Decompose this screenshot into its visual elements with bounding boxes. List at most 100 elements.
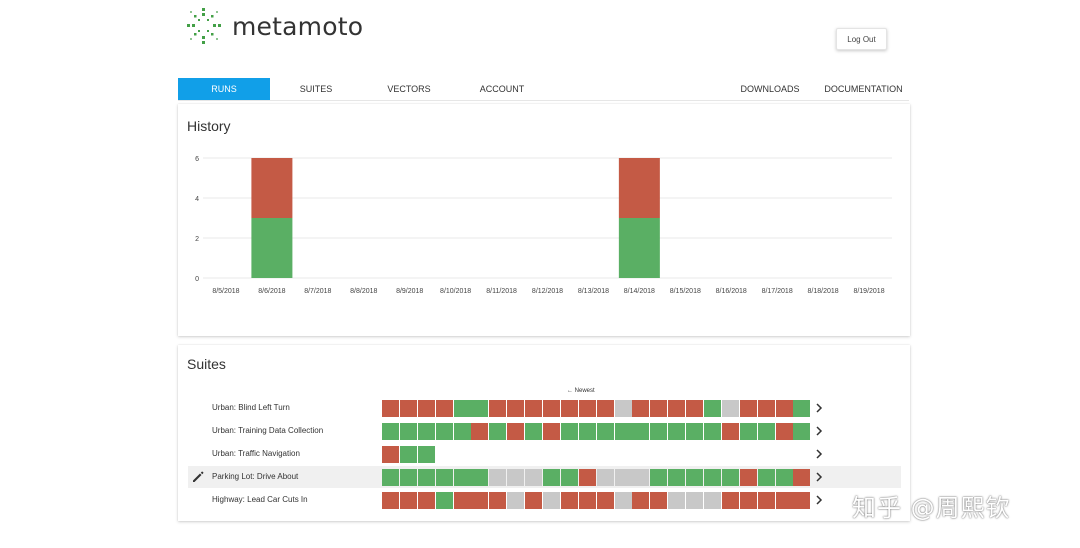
run-cell-pass[interactable] xyxy=(560,469,578,486)
suite-row[interactable]: Urban: Traffic Navigation xyxy=(188,443,901,465)
run-cell-none[interactable] xyxy=(543,492,561,509)
run-cell-none[interactable] xyxy=(614,492,632,509)
run-cell-fail[interactable] xyxy=(453,492,471,509)
tab-vectors[interactable]: VECTORS xyxy=(387,84,431,94)
run-cell-pass[interactable] xyxy=(471,469,489,486)
run-cell-pass[interactable] xyxy=(614,423,632,440)
run-cell-none[interactable] xyxy=(507,492,525,509)
chevron-right-icon[interactable] xyxy=(814,471,824,483)
run-cell-fail[interactable] xyxy=(668,400,686,417)
run-cell-fail[interactable] xyxy=(632,492,650,509)
run-cell-pass[interactable] xyxy=(704,400,722,417)
run-cell-fail[interactable] xyxy=(417,492,435,509)
run-cell-fail[interactable] xyxy=(560,400,578,417)
run-cell-pass[interactable] xyxy=(578,423,596,440)
run-cell-none[interactable] xyxy=(489,469,507,486)
run-cell-pass[interactable] xyxy=(399,446,417,463)
run-cell-none[interactable] xyxy=(614,400,632,417)
run-cell-fail[interactable] xyxy=(543,423,561,440)
run-cell-pass[interactable] xyxy=(417,469,435,486)
run-cell-fail[interactable] xyxy=(775,400,793,417)
link-documentation[interactable]: DOCUMENTATION xyxy=(824,84,903,94)
run-cell-none[interactable] xyxy=(668,492,686,509)
run-cell-pass[interactable] xyxy=(471,400,489,417)
run-cell-pass[interactable] xyxy=(453,423,471,440)
run-cell-pass[interactable] xyxy=(399,423,417,440)
run-cell-pass[interactable] xyxy=(668,423,686,440)
run-cell-fail[interactable] xyxy=(793,492,811,509)
run-cell-pass[interactable] xyxy=(453,400,471,417)
log-out-button[interactable]: Log Out xyxy=(836,28,887,50)
run-cell-fail[interactable] xyxy=(757,400,775,417)
run-cell-pass[interactable] xyxy=(435,469,453,486)
run-cell-fail[interactable] xyxy=(525,400,543,417)
run-cell-pass[interactable] xyxy=(650,469,668,486)
run-cell-pass[interactable] xyxy=(417,446,435,463)
run-cell-pass[interactable] xyxy=(435,423,453,440)
run-cell-pass[interactable] xyxy=(632,423,650,440)
suite-row[interactable]: Parking Lot: Drive About xyxy=(188,466,901,488)
run-cell-pass[interactable] xyxy=(435,492,453,509)
run-cell-pass[interactable] xyxy=(417,423,435,440)
run-cell-fail[interactable] xyxy=(578,492,596,509)
run-cell-pass[interactable] xyxy=(668,469,686,486)
run-cell-fail[interactable] xyxy=(721,423,739,440)
run-cell-fail[interactable] xyxy=(793,469,811,486)
run-cell-fail[interactable] xyxy=(739,400,757,417)
run-cell-none[interactable] xyxy=(525,469,543,486)
run-cell-pass[interactable] xyxy=(757,469,775,486)
run-cell-pass[interactable] xyxy=(739,423,757,440)
run-cell-fail[interactable] xyxy=(775,492,793,509)
run-cell-pass[interactable] xyxy=(757,423,775,440)
run-cell-fail[interactable] xyxy=(489,492,507,509)
run-cell-fail[interactable] xyxy=(739,492,757,509)
run-cell-none[interactable] xyxy=(632,469,650,486)
run-cell-pass[interactable] xyxy=(704,469,722,486)
run-cell-pass[interactable] xyxy=(543,469,561,486)
run-cell-none[interactable] xyxy=(507,469,525,486)
chevron-right-icon[interactable] xyxy=(814,425,824,437)
run-cell-fail[interactable] xyxy=(399,400,417,417)
suite-row[interactable]: Urban: Blind Left Turn xyxy=(188,397,901,419)
run-cell-fail[interactable] xyxy=(650,492,668,509)
chevron-right-icon[interactable] xyxy=(814,494,824,506)
run-cell-fail[interactable] xyxy=(596,492,614,509)
run-cell-fail[interactable] xyxy=(399,492,417,509)
tab-suites[interactable]: SUITES xyxy=(299,84,333,94)
run-cell-pass[interactable] xyxy=(382,423,399,440)
run-cell-fail[interactable] xyxy=(382,400,399,417)
run-cell-none[interactable] xyxy=(686,492,704,509)
suite-row[interactable]: Highway: Lead Car Cuts In xyxy=(188,489,901,511)
run-cell-pass[interactable] xyxy=(704,423,722,440)
run-cell-none[interactable] xyxy=(704,492,722,509)
run-cell-pass[interactable] xyxy=(650,423,668,440)
run-cell-pass[interactable] xyxy=(721,469,739,486)
run-cell-pass[interactable] xyxy=(399,469,417,486)
run-cell-fail[interactable] xyxy=(489,400,507,417)
run-cell-fail[interactable] xyxy=(560,492,578,509)
run-cell-fail[interactable] xyxy=(417,400,435,417)
run-cell-pass[interactable] xyxy=(382,469,399,486)
chevron-right-icon[interactable] xyxy=(814,448,824,460)
run-cell-none[interactable] xyxy=(614,469,632,486)
run-cell-fail[interactable] xyxy=(721,492,739,509)
run-cell-fail[interactable] xyxy=(578,469,596,486)
run-cell-fail[interactable] xyxy=(435,400,453,417)
run-cell-pass[interactable] xyxy=(489,423,507,440)
run-cell-fail[interactable] xyxy=(471,423,489,440)
run-cell-pass[interactable] xyxy=(793,423,811,440)
run-cell-fail[interactable] xyxy=(650,400,668,417)
run-cell-none[interactable] xyxy=(721,400,739,417)
run-cell-pass[interactable] xyxy=(686,423,704,440)
run-cell-none[interactable] xyxy=(596,469,614,486)
pencil-edit-icon[interactable] xyxy=(191,470,205,484)
run-cell-pass[interactable] xyxy=(560,423,578,440)
run-cell-pass[interactable] xyxy=(453,469,471,486)
run-cell-fail[interactable] xyxy=(596,400,614,417)
run-cell-pass[interactable] xyxy=(596,423,614,440)
run-cell-fail[interactable] xyxy=(382,446,399,463)
run-cell-fail[interactable] xyxy=(739,469,757,486)
run-cell-fail[interactable] xyxy=(543,400,561,417)
run-cell-fail[interactable] xyxy=(775,423,793,440)
tab-runs[interactable]: RUNS xyxy=(178,78,270,100)
